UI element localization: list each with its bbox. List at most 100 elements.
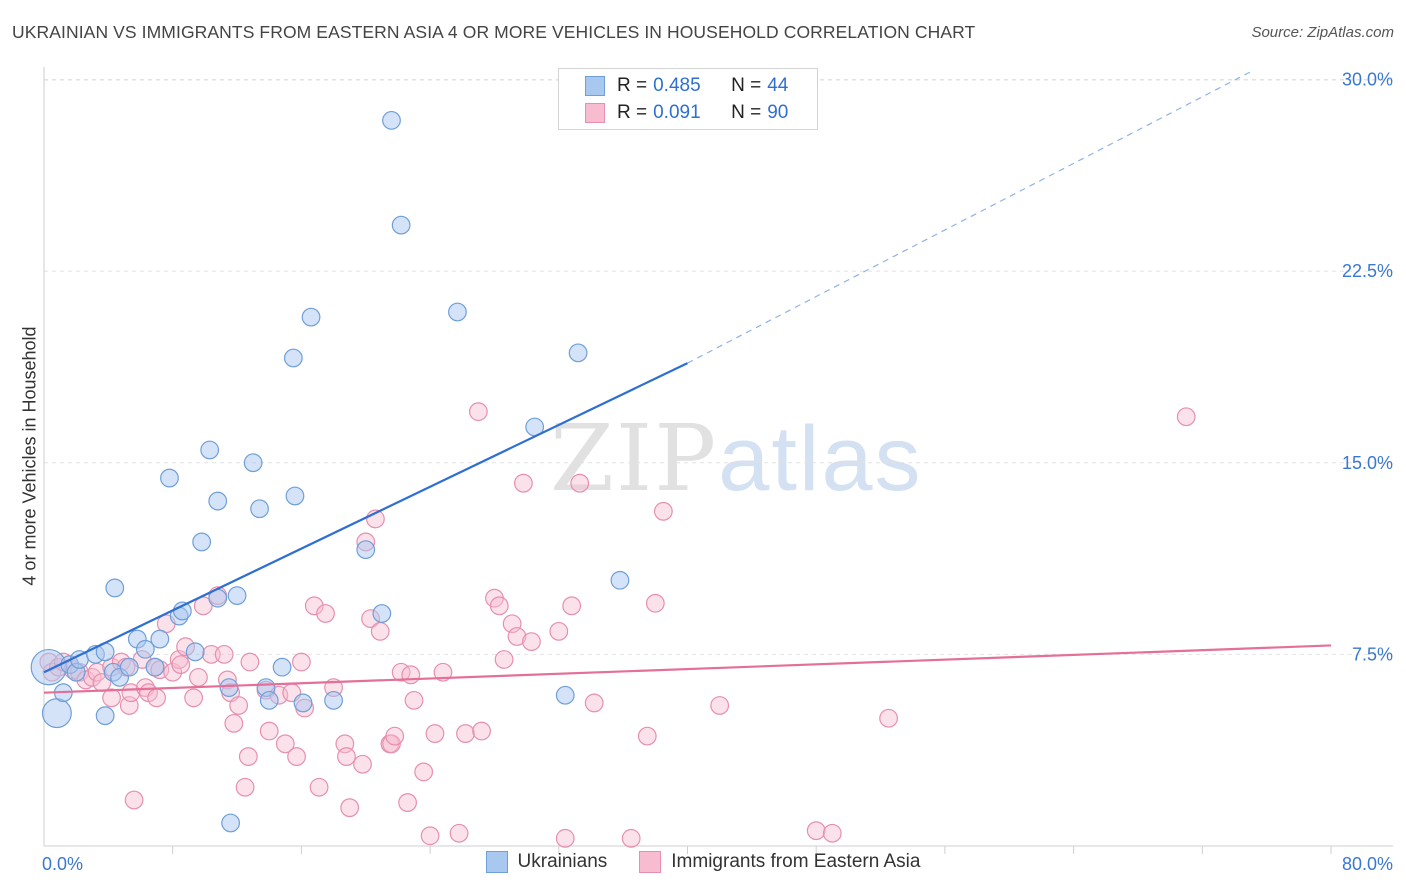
x-tick-label: 0.0% (42, 854, 83, 874)
data-point-asia (433, 662, 453, 682)
data-point-asia (337, 747, 356, 766)
data-point-asia (507, 627, 527, 646)
data-point-ukrainians (272, 657, 292, 677)
data-point-ukrainians (448, 302, 467, 322)
trend-line-asia (43, 644, 1332, 694)
data-point-asia (184, 688, 204, 708)
watermark-atlas: atlas (718, 408, 923, 510)
data-point-asia (309, 777, 329, 797)
data-point-asia (425, 724, 445, 743)
legend-swatch-ukrainians (585, 76, 605, 96)
data-point-asia (1176, 407, 1196, 427)
legend-r-value: 0.091 (653, 102, 701, 123)
series-immigrants-eastern-asia (39, 402, 1196, 848)
trend-line-ukrainians-extension (687, 71, 1251, 364)
y-axis-label: 4 or more Vehicles in Household (19, 326, 40, 586)
data-point-asia (224, 713, 244, 733)
data-point-asia (401, 665, 421, 685)
data-point-asia (555, 828, 575, 848)
legend-swatch-ukrainians (485, 851, 508, 873)
data-point-ukrainians (293, 693, 313, 713)
data-point-asia (468, 402, 488, 422)
data-point-asia (124, 790, 144, 810)
data-point-ukrainians (221, 813, 241, 833)
data-point-ukrainians (185, 642, 205, 662)
data-point-asia (171, 655, 191, 674)
data-point-ukrainians (219, 678, 239, 697)
legend-n-value: 90 (767, 102, 789, 123)
data-point-ukrainians (568, 343, 588, 363)
legend-r-label: R = (617, 75, 648, 96)
legend-r-label: R = (617, 102, 648, 123)
data-point-ukrainians (119, 657, 139, 677)
data-point-ukrainians (324, 690, 343, 710)
data-point-ukrainians (200, 440, 220, 460)
data-point-asia (472, 721, 491, 741)
data-point-asia (710, 696, 730, 715)
data-point-ukrainians (227, 586, 247, 606)
data-point-asia (102, 688, 121, 708)
series-legend: Ukrainians Immigrants from Eastern Asia (0, 851, 1406, 873)
y-tick-label: 15.0% (1342, 453, 1393, 473)
trend-lines (43, 71, 1332, 694)
data-point-ukrainians (285, 486, 305, 506)
legend-label-asia: Immigrants from Eastern Asia (671, 851, 921, 872)
series-ukrainians (30, 110, 630, 833)
data-point-asia (238, 747, 258, 766)
data-point-asia (420, 826, 440, 846)
legend-row-asia: R = 0.091 N = 90 (585, 100, 788, 126)
grid-lines (44, 79, 1393, 655)
data-point-asia (653, 501, 673, 521)
data-point-ukrainians (243, 453, 263, 473)
watermark-zip: ZIP (550, 405, 719, 512)
data-point-asia (287, 747, 306, 766)
data-point-asia (489, 596, 509, 616)
data-point-asia (304, 596, 324, 616)
data-point-asia (822, 823, 842, 843)
data-point-ukrainians (356, 540, 376, 560)
data-point-asia (806, 821, 826, 841)
legend-row-ukrainians: R = 0.485 N = 44 (585, 73, 788, 99)
legend-item-ukrainians[interactable]: Ukrainians (485, 851, 608, 873)
data-point-ukrainians (372, 604, 392, 623)
legend-label-ukrainians: Ukrainians (517, 851, 608, 872)
legend-n-value: 44 (767, 75, 789, 96)
data-point-ukrainians (192, 532, 212, 552)
data-point-ukrainians (610, 570, 630, 590)
legend-r-value: 0.485 (653, 75, 701, 96)
data-point-asia (316, 604, 335, 623)
data-point-ukrainians (250, 499, 269, 519)
data-point-asia (340, 798, 360, 818)
data-point-asia (240, 652, 260, 672)
legend-swatch-asia (639, 851, 662, 873)
data-point-asia (404, 690, 424, 710)
data-point-asia (584, 693, 604, 713)
legend-n-label: N = (731, 75, 762, 96)
data-point-asia (637, 726, 657, 746)
y-tick-label: 30.0% (1342, 70, 1393, 90)
data-point-ukrainians (259, 690, 279, 710)
source-credit: Source: ZipAtlas.com (1251, 24, 1394, 41)
y-tick-label: 7.5% (1352, 644, 1393, 664)
data-point-asia (522, 632, 541, 651)
data-point-ukrainians (391, 215, 411, 235)
data-point-asia (494, 650, 514, 669)
data-point-asia (562, 596, 582, 616)
data-point-asia (189, 667, 208, 687)
data-point-asia (353, 754, 372, 774)
legend-item-asia[interactable]: Immigrants from Eastern Asia (639, 851, 920, 873)
data-point-ukrainians (555, 685, 575, 705)
data-point-asia (549, 621, 569, 641)
chart-title: UKRAINIAN VS IMMIGRANTS FROM EASTERN ASI… (12, 22, 976, 42)
data-point-asia (235, 777, 255, 797)
data-point-asia (292, 652, 311, 672)
data-point-asia (570, 473, 590, 493)
data-point-ukrainians (382, 110, 401, 130)
data-point-asia (514, 473, 533, 493)
data-point-asia (259, 721, 279, 741)
data-point-ukrainians (208, 491, 228, 511)
data-point-asia (229, 696, 249, 715)
data-point-ukrainians (105, 578, 125, 598)
data-point-asia (370, 621, 390, 641)
